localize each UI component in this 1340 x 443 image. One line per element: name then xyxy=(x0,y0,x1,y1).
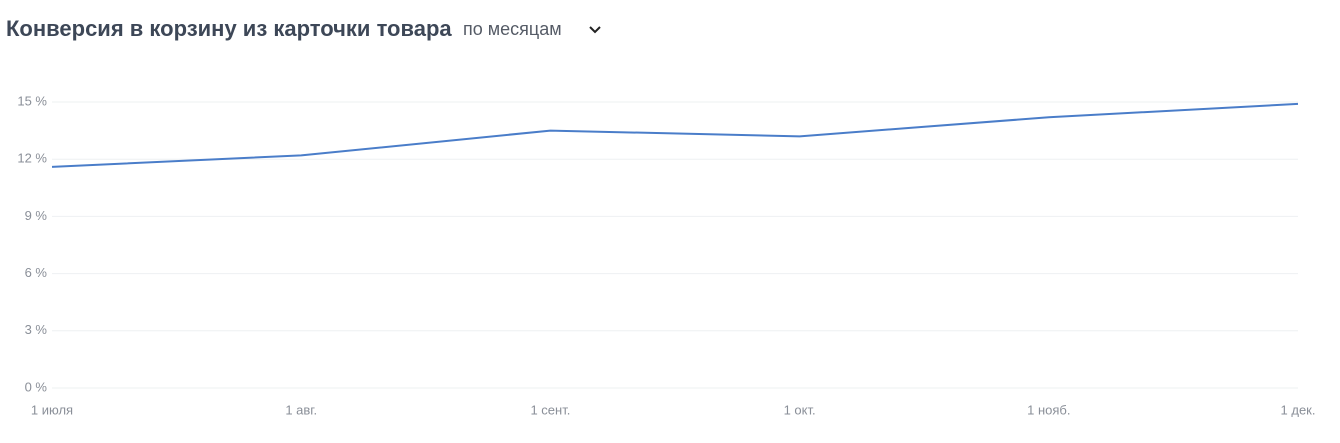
y-tick-label: 3 % xyxy=(25,322,48,337)
y-tick-label: 15 % xyxy=(17,93,47,108)
chart-title: Конверсия в корзину из карточки товара xyxy=(6,16,452,41)
x-tick-label: 1 июля xyxy=(31,402,73,417)
y-tick-label: 6 % xyxy=(25,265,48,280)
y-tick-label: 0 % xyxy=(25,379,48,394)
period-dropdown[interactable]: по месяцам xyxy=(463,19,601,39)
dropdown-chevron[interactable] xyxy=(589,26,601,34)
y-tick-label: 9 % xyxy=(25,208,48,223)
line-series xyxy=(51,102,1299,168)
x-tick-label: 1 дек. xyxy=(1281,402,1316,417)
x-tick-label: 1 окт. xyxy=(784,402,816,417)
x-tick-label: 1 нояб. xyxy=(1027,402,1070,417)
dropdown-label[interactable]: по месяцам xyxy=(463,19,562,39)
y-tick-label: 12 % xyxy=(17,151,47,166)
x-tick-label: 1 авг. xyxy=(285,402,317,417)
x-tick-label: 1 сент. xyxy=(530,402,570,417)
